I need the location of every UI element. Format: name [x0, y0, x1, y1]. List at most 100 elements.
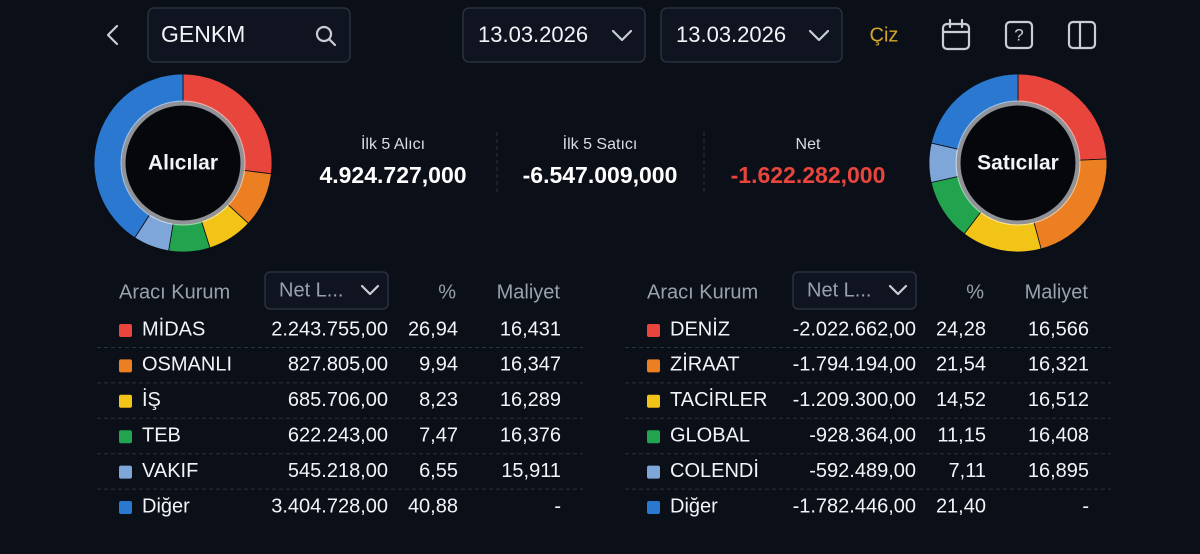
donut-label: Satıcılar [977, 152, 1059, 175]
color-swatch [647, 359, 660, 373]
draw-button[interactable]: Çiz [870, 24, 899, 46]
back-button[interactable] [106, 24, 119, 46]
search-icon [327, 37, 337, 47]
cost: 16,512 [1028, 389, 1089, 411]
broker-name: TACİRLER [670, 388, 767, 411]
sort-dropdown[interactable] [792, 271, 917, 310]
chevron [888, 284, 908, 296]
search-icon [315, 25, 333, 43]
calendar-icon [941, 22, 971, 51]
percent: 21,54 [936, 354, 986, 376]
cost: 16,347 [500, 354, 561, 376]
color-swatch [119, 359, 132, 373]
search-text: GENKM [161, 21, 245, 47]
help-glyph: ? [1014, 25, 1023, 44]
net-lot: 2.243.755,00 [271, 318, 388, 340]
date-from: 13.03.2026 [478, 22, 588, 47]
cost: - [554, 495, 561, 517]
layout-icon[interactable] [1067, 20, 1097, 50]
broker-name: COLENDİ [670, 459, 759, 482]
calendar-icon[interactable] [941, 18, 971, 51]
cost: 15,911 [501, 460, 561, 482]
column-header: Net L... [279, 279, 343, 301]
cost: 16,895 [1028, 460, 1089, 482]
summary-divider [496, 132, 705, 192]
percent: 11,15 [937, 424, 986, 446]
net-lot: -928.364,00 [809, 424, 916, 446]
summary-label: İlk 5 Satıcı [563, 134, 638, 153]
percent: 40,88 [408, 495, 458, 517]
column-header: Aracı Kurum [647, 281, 758, 303]
broker-name: ZİRAAT [670, 353, 740, 376]
donut-center [126, 106, 240, 220]
column-header: Maliyet [1025, 281, 1089, 303]
cost: 16,376 [500, 424, 561, 446]
column-header: % [438, 281, 456, 303]
cost: 16,321 [1028, 354, 1089, 376]
calendar-icon [941, 18, 971, 34]
cost: - [1082, 495, 1089, 517]
color-swatch [647, 501, 660, 514]
net-lot: 622.243,00 [288, 424, 388, 446]
net-lot: 827.805,00 [288, 354, 388, 376]
net-lot: -1.794.194,00 [793, 354, 916, 376]
donut-ring [955, 100, 1081, 226]
percent: 9,94 [419, 354, 458, 376]
color-swatch [647, 394, 660, 408]
broker-name: MİDAS [142, 317, 205, 340]
date-to: 13.03.2026 [676, 22, 786, 47]
net-lot: -592.489,00 [809, 460, 916, 482]
net-lot: 3.404.728,00 [271, 495, 388, 517]
column-header: Aracı Kurum [119, 281, 230, 303]
date-to-dropdown[interactable] [660, 7, 843, 63]
broker-name: OSMANLI [142, 354, 232, 376]
color-swatch [119, 465, 132, 479]
percent: 8,23 [419, 389, 458, 411]
search-box[interactable] [147, 7, 351, 63]
donut-segment [928, 142, 960, 183]
net-lot: -1.209.300,00 [793, 389, 916, 411]
summary-value: -6.547.009,000 [523, 162, 678, 188]
broker-name: İŞ [142, 388, 161, 411]
help-icon[interactable]: ? [1004, 20, 1034, 50]
broker-name: Diğer [670, 495, 718, 517]
summary-value: 4.924.727,000 [319, 162, 466, 188]
percent: 7,47 [419, 424, 458, 446]
color-swatch [119, 394, 132, 408]
broker-name: Diğer [142, 495, 190, 517]
color-swatch [119, 430, 132, 444]
broker-name: DENİZ [670, 317, 730, 340]
color-swatch [647, 430, 660, 444]
date-from-dropdown[interactable] [462, 7, 646, 63]
sort-dropdown[interactable] [264, 271, 389, 310]
cost: 16,289 [500, 389, 561, 411]
percent: 14,52 [936, 389, 986, 411]
cost: 16,431 [500, 318, 561, 340]
cost: 16,566 [1028, 318, 1089, 340]
donut-center [961, 106, 1075, 220]
color-swatch [119, 501, 132, 514]
chevron [808, 29, 830, 42]
column-header: Maliyet [497, 281, 561, 303]
net-lot: 685.706,00 [288, 389, 388, 411]
broker-name: VAKIF [142, 460, 198, 482]
broker-name: TEB [142, 424, 181, 446]
broker-name: GLOBAL [670, 424, 750, 446]
chevron [611, 29, 633, 42]
color-swatch [119, 324, 132, 337]
percent: 7,11 [949, 460, 986, 482]
summary-value: -1.622.282,000 [731, 162, 886, 188]
summary-label: Net [796, 136, 821, 153]
color-swatch [647, 324, 660, 337]
column-header: Net L... [807, 279, 871, 301]
help-icon [1004, 20, 1034, 50]
net-lot: -1.782.446,00 [793, 495, 916, 517]
color-swatch [647, 465, 660, 479]
donut-label: Alıcılar [148, 152, 218, 175]
percent: 24,28 [936, 318, 986, 340]
net-lot: 545.218,00 [288, 460, 388, 482]
net-lot: -2.022.662,00 [793, 318, 916, 340]
chevron [360, 284, 380, 296]
cost: 16,408 [1028, 424, 1089, 446]
percent: 6,55 [419, 460, 458, 482]
